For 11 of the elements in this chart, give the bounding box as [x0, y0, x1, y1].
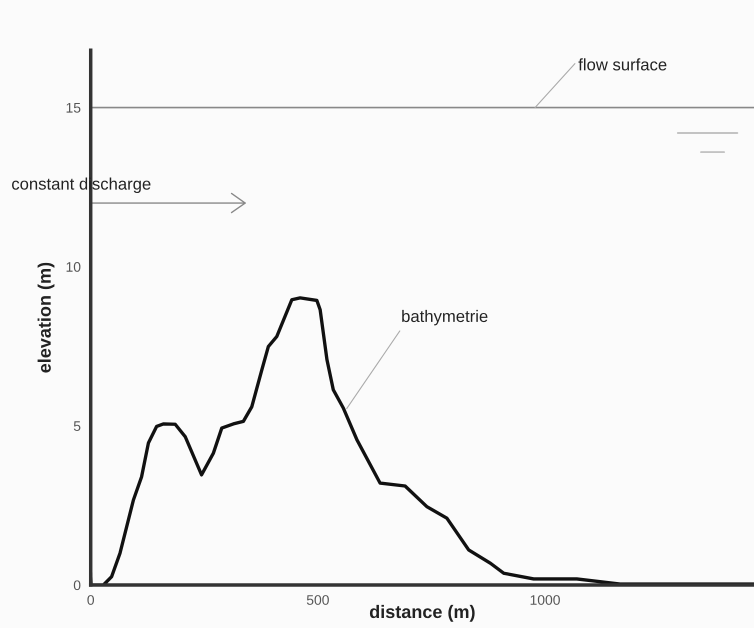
y-tick-label: 5 [74, 421, 80, 431]
x-tick-label: 500 [306, 595, 329, 605]
y-tick-label: 10 [66, 262, 80, 272]
y-axis-title: elevation (m) [38, 262, 54, 373]
x-tick-label: 0 [87, 595, 94, 605]
x-axis-title: distance (m) [370, 604, 475, 622]
ref-line-label: flow surface [578, 58, 666, 71]
text: bathymetrie [402, 310, 488, 326]
x-tick-label: 1000 [530, 595, 560, 605]
y-tick-label: 15 [66, 103, 80, 113]
y-tick-label: 0 [74, 580, 80, 590]
